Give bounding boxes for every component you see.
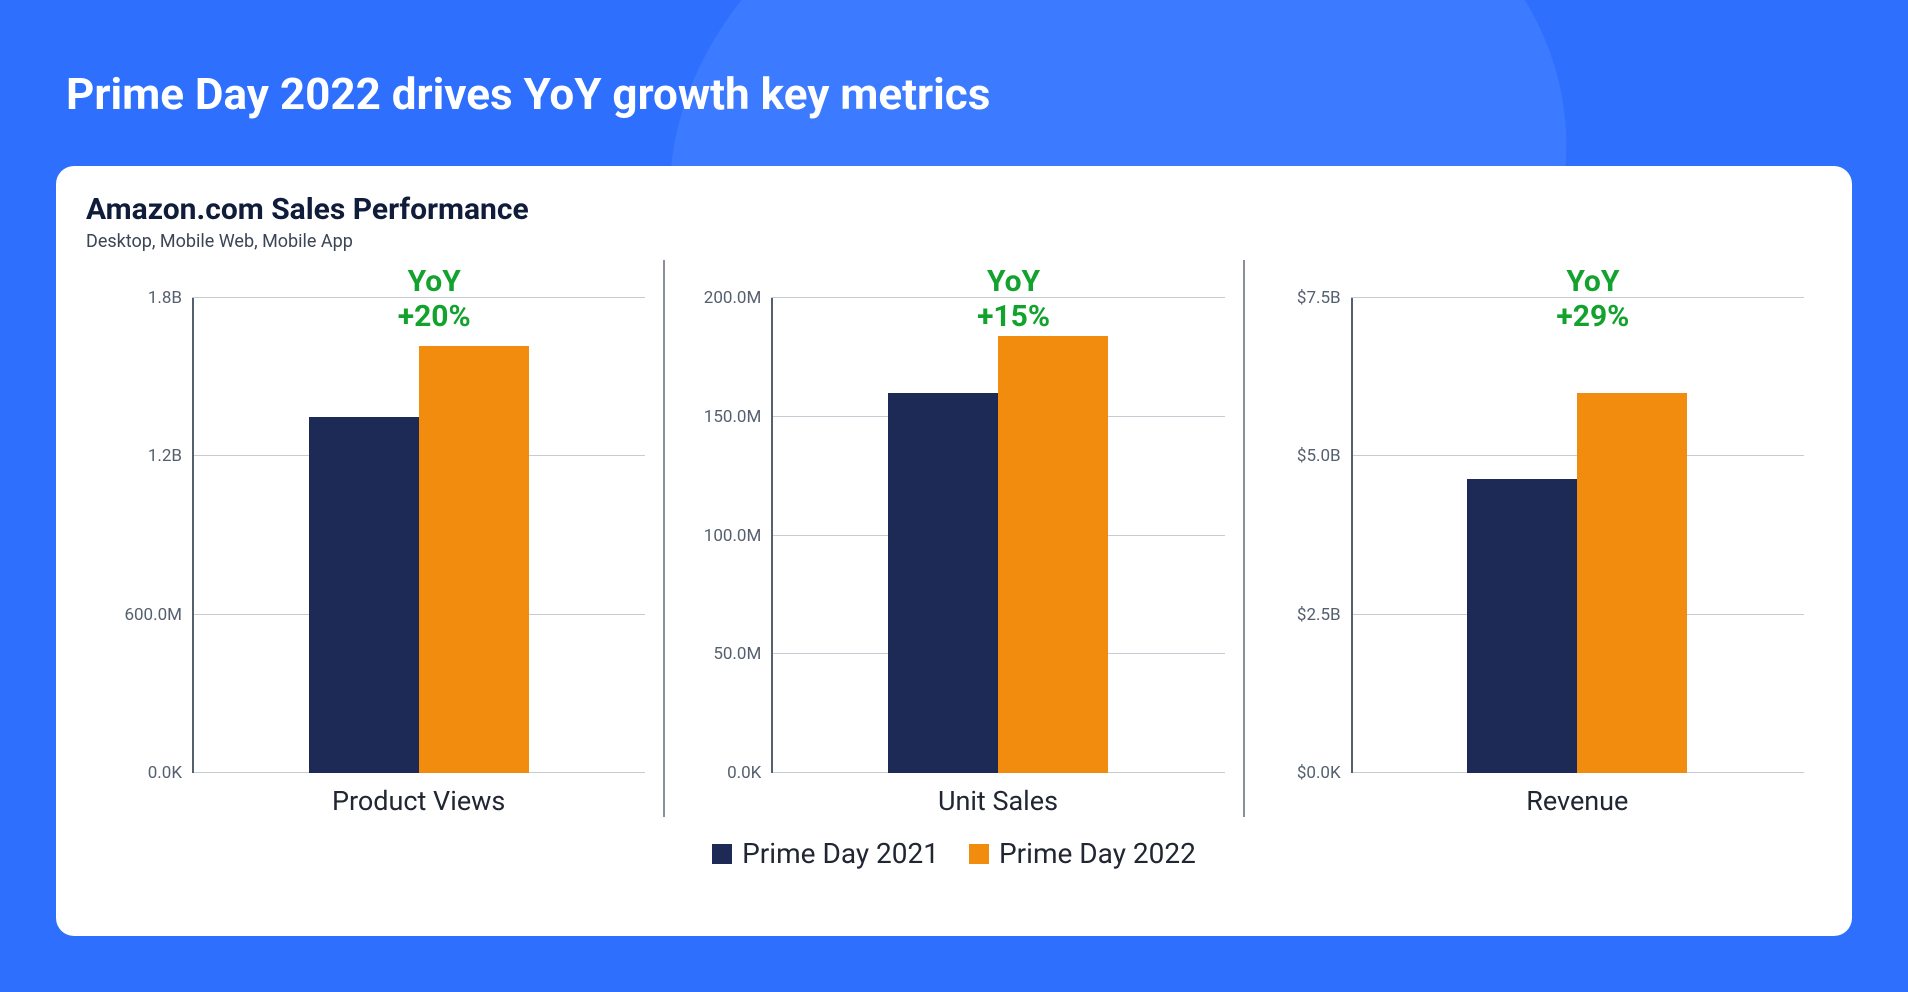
ytick-label: 100.0M bbox=[704, 526, 772, 546]
bar-2021 bbox=[309, 417, 419, 773]
yoy-label: YoY bbox=[1556, 264, 1629, 299]
ytick-label: 200.0M bbox=[704, 288, 772, 308]
ytick-label: $5.0B bbox=[1297, 446, 1351, 466]
bar-2022 bbox=[1577, 393, 1687, 773]
legend-label: Prime Day 2022 bbox=[999, 837, 1196, 870]
ytick-label: $0.0K bbox=[1297, 763, 1351, 783]
yoy-label: YoY bbox=[977, 264, 1050, 299]
ytick-label: $2.5B bbox=[1297, 605, 1351, 625]
ytick-label: 0.0K bbox=[727, 763, 771, 783]
ytick-label: 1.8B bbox=[148, 288, 192, 308]
bars-group bbox=[771, 298, 1224, 773]
chart-area: $0.0K$2.5B$5.0B$7.5B bbox=[1351, 298, 1804, 773]
bar-2021 bbox=[1467, 479, 1577, 774]
ytick-label: 0.0K bbox=[148, 763, 192, 783]
chart-area: 0.0K50.0M100.0M150.0M200.0M bbox=[771, 298, 1224, 773]
bars-group bbox=[1351, 298, 1804, 773]
chart-area: 0.0K600.0M1.2B1.8B bbox=[192, 298, 645, 773]
bar-2022 bbox=[998, 336, 1108, 773]
yoy-value: +29% bbox=[1556, 299, 1629, 334]
chart-card: Amazon.com Sales Performance Desktop, Mo… bbox=[56, 166, 1852, 936]
ytick-label: 1.2B bbox=[148, 446, 192, 466]
legend-item: Prime Day 2021 bbox=[712, 837, 939, 870]
card-subtitle: Desktop, Mobile Web, Mobile App bbox=[86, 231, 1822, 252]
card-title: Amazon.com Sales Performance bbox=[86, 192, 1822, 227]
bar-2022 bbox=[419, 346, 529, 774]
yoy-label: YoY bbox=[398, 264, 471, 299]
legend-swatch bbox=[969, 844, 989, 864]
chart-panel-product_views: YoY+20%0.0K600.0M1.2B1.8BProduct Views bbox=[86, 260, 663, 817]
chart-panel-revenue: YoY+29%$0.0K$2.5B$5.0B$7.5BRevenue bbox=[1243, 260, 1822, 817]
ytick-label: 600.0M bbox=[124, 605, 192, 625]
legend-label: Prime Day 2021 bbox=[742, 837, 939, 870]
chart-legend: Prime Day 2021 Prime Day 2022 bbox=[86, 837, 1822, 870]
chart-panels: YoY+20%0.0K600.0M1.2B1.8BProduct ViewsYo… bbox=[86, 260, 1822, 817]
page-title: Prime Day 2022 drives YoY growth key met… bbox=[0, 0, 1908, 120]
x-axis-label: Unit Sales bbox=[771, 785, 1224, 817]
yoy-callout: YoY+15% bbox=[977, 264, 1050, 335]
bars-group bbox=[192, 298, 645, 773]
bar-2021 bbox=[888, 393, 998, 773]
legend-swatch bbox=[712, 844, 732, 864]
ytick-label: $7.5B bbox=[1297, 288, 1351, 308]
x-axis-label: Revenue bbox=[1351, 785, 1804, 817]
x-axis-label: Product Views bbox=[192, 785, 645, 817]
legend-item: Prime Day 2022 bbox=[969, 837, 1196, 870]
ytick-label: 50.0M bbox=[713, 644, 771, 664]
yoy-value: +20% bbox=[398, 299, 471, 334]
yoy-value: +15% bbox=[977, 299, 1050, 334]
yoy-callout: YoY+29% bbox=[1556, 264, 1629, 335]
chart-panel-unit_sales: YoY+15%0.0K50.0M100.0M150.0M200.0MUnit S… bbox=[663, 260, 1242, 817]
ytick-label: 150.0M bbox=[704, 407, 772, 427]
yoy-callout: YoY+20% bbox=[398, 264, 471, 335]
